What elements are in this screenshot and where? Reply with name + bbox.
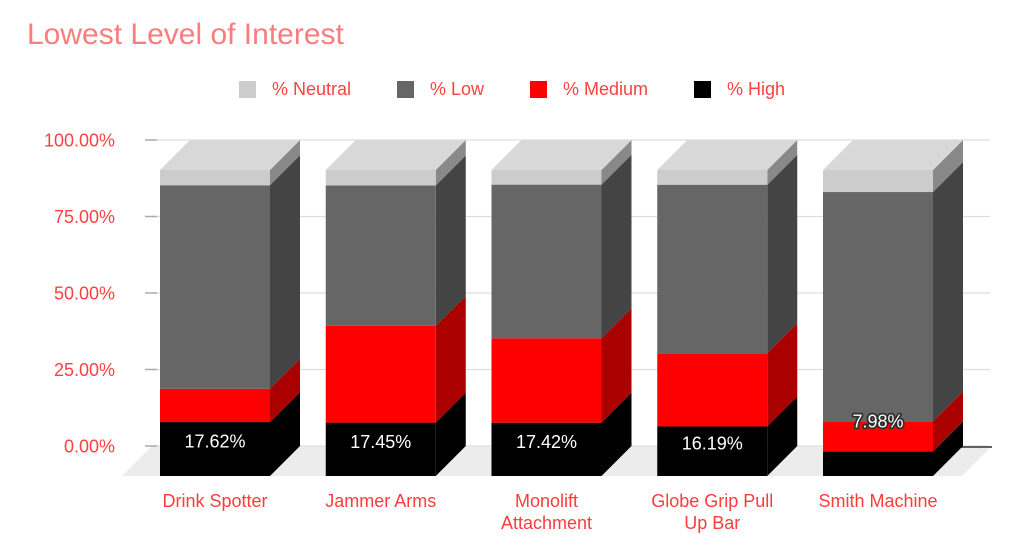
category-label: Globe Grip Pull bbox=[651, 491, 773, 511]
bar-segment-front bbox=[491, 184, 602, 339]
bar-segment-front bbox=[160, 388, 270, 423]
legend-label: % Low bbox=[429, 79, 484, 99]
bar-segment-side bbox=[435, 392, 466, 476]
bar-segment-side bbox=[767, 154, 798, 354]
legend-label: % High bbox=[727, 79, 786, 99]
data-label: 7.98% bbox=[852, 412, 903, 432]
legend-label: % Neutral bbox=[271, 79, 351, 99]
bar-segment-front bbox=[823, 192, 933, 422]
bar-segment-front bbox=[160, 422, 270, 476]
bar-segment-side bbox=[435, 140, 466, 186]
bar-segment-side bbox=[601, 392, 632, 476]
bar-segment-side bbox=[435, 155, 466, 326]
bar-segment-front bbox=[325, 170, 436, 186]
bar-segment-side bbox=[933, 391, 963, 452]
bar-segment-front bbox=[325, 422, 436, 476]
y-axis-tick-label: 0.00% bbox=[64, 437, 115, 457]
legend-swatch bbox=[238, 81, 256, 98]
bar-segment-side bbox=[933, 162, 963, 422]
bar-segment-side bbox=[933, 140, 963, 193]
bar-segment-side bbox=[767, 140, 798, 185]
chart-legend: % Neutral % Low % Medium % High bbox=[0, 79, 1024, 100]
bar-segment-side bbox=[767, 323, 798, 427]
bar-segment-front bbox=[657, 184, 768, 354]
bar-top-face bbox=[160, 140, 300, 170]
y-axis-tick-label: 25.00% bbox=[54, 360, 115, 380]
category-label: Up Bar bbox=[684, 513, 740, 533]
legend-label: % Medium bbox=[563, 79, 649, 99]
category-label: Monolift bbox=[515, 491, 578, 511]
bar-segment-side bbox=[270, 155, 300, 389]
bar-segment-side bbox=[601, 308, 632, 423]
bar-top-face bbox=[823, 140, 963, 170]
bar-segment-side bbox=[601, 140, 632, 185]
bar-segment-side bbox=[601, 154, 632, 339]
data-label: 16.19% bbox=[682, 434, 743, 454]
category-label: Jammer Arms bbox=[325, 491, 436, 511]
bar-segment-front bbox=[823, 421, 933, 452]
data-label: 17.45% bbox=[350, 432, 411, 452]
bar-segment-front bbox=[823, 170, 933, 193]
legend-swatch bbox=[396, 81, 414, 98]
bar-segment-front bbox=[491, 170, 602, 185]
bar-segment-side bbox=[270, 140, 300, 186]
bar-segment-front bbox=[160, 185, 270, 389]
y-axis-tick-label: 75.00% bbox=[54, 207, 115, 227]
bar-top-face bbox=[325, 140, 466, 170]
category-label: Smith Machine bbox=[818, 491, 937, 511]
legend-swatch bbox=[530, 81, 547, 98]
bar-segment-front bbox=[823, 451, 933, 476]
bar-segment-side bbox=[270, 392, 300, 476]
category-label: Drink Spotter bbox=[162, 491, 267, 511]
legend-item: % Neutral bbox=[238, 79, 351, 100]
legend-item: % Medium bbox=[530, 79, 648, 100]
legend-item: % Low bbox=[396, 79, 484, 100]
bar-segment-front bbox=[657, 170, 768, 185]
category-label: Attachment bbox=[501, 513, 592, 533]
y-axis-tick-label: 50.00% bbox=[54, 284, 115, 304]
bar-segment-side bbox=[270, 358, 300, 423]
bar-top-face bbox=[657, 140, 798, 170]
chart-title: Lowest Level of Interest bbox=[27, 18, 344, 51]
bar-segment-side bbox=[767, 396, 798, 476]
bar-segment-front bbox=[657, 426, 768, 476]
bar-segment-side bbox=[435, 295, 466, 423]
bar-segment-front bbox=[657, 353, 768, 427]
legend-item: % High bbox=[694, 79, 785, 100]
legend-swatch bbox=[694, 81, 712, 98]
bar-segment-front bbox=[325, 185, 436, 326]
bar-segment-front bbox=[325, 325, 436, 423]
y-axis-tick-label: 100.00% bbox=[44, 131, 115, 151]
bar-top-face bbox=[491, 140, 632, 170]
bar-segment-front bbox=[491, 338, 602, 423]
bar-segment-side bbox=[933, 421, 963, 476]
bar-segment-front bbox=[491, 422, 602, 476]
bar-segment-front bbox=[160, 170, 270, 186]
data-label: 17.42% bbox=[516, 432, 577, 452]
data-label: 17.62% bbox=[184, 432, 245, 452]
